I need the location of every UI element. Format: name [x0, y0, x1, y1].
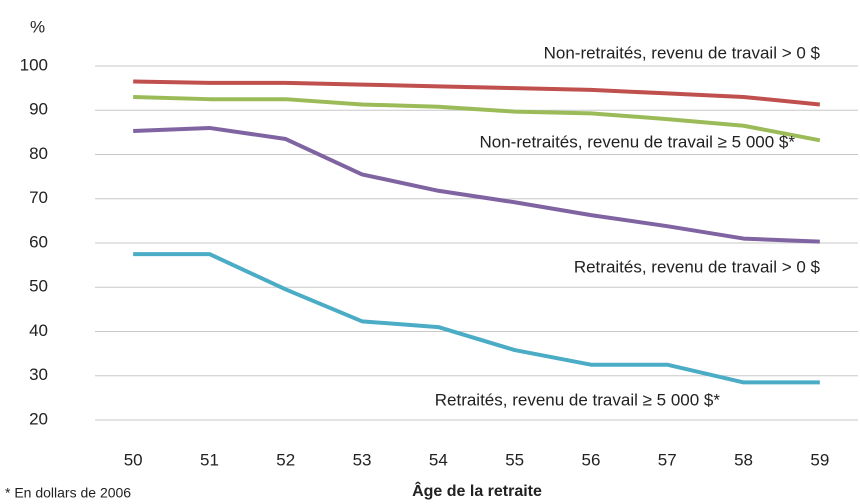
- y-tick-label: 50: [29, 277, 48, 296]
- y-tick-label: 80: [29, 144, 48, 163]
- x-tick-label: 55: [505, 450, 524, 469]
- y-tick-label: 100: [20, 55, 48, 74]
- series-line: [133, 79, 821, 107]
- series-label: Non-retraités, revenu de travail > 0 $: [544, 43, 821, 62]
- footnote: * En dollars de 2006: [5, 485, 131, 501]
- series-line: [133, 252, 820, 385]
- y-tick-label: 60: [29, 232, 48, 251]
- series-label: Retraités, revenu de travail > 0 $: [574, 257, 821, 276]
- series-line: [133, 94, 821, 143]
- x-tick-label: 57: [658, 450, 677, 469]
- y-tick-label: 20: [29, 409, 48, 428]
- x-tick-label: 53: [353, 450, 372, 469]
- x-tick-label: 54: [429, 450, 448, 469]
- series-label: Non-retraités, revenu de travail ≥ 5 000…: [480, 132, 796, 151]
- y-tick-label: 70: [29, 188, 48, 207]
- series-label: Retraités, revenu de travail ≥ 5 000 $*: [435, 390, 721, 409]
- x-tick-label: 51: [200, 450, 219, 469]
- x-tick-label: 50: [124, 450, 143, 469]
- y-tick-label: 30: [29, 365, 48, 384]
- x-tick-label: 59: [810, 450, 829, 469]
- x-tick-label: 58: [734, 450, 753, 469]
- x-tick-label: 56: [581, 450, 600, 469]
- x-tick-label: 52: [276, 450, 295, 469]
- series-line: [133, 125, 820, 244]
- y-tick-label: 40: [29, 321, 48, 340]
- x-axis-label: Âge de la retraite: [412, 481, 542, 500]
- y-tick-label: 90: [29, 100, 48, 119]
- y-axis-label: %: [30, 17, 45, 36]
